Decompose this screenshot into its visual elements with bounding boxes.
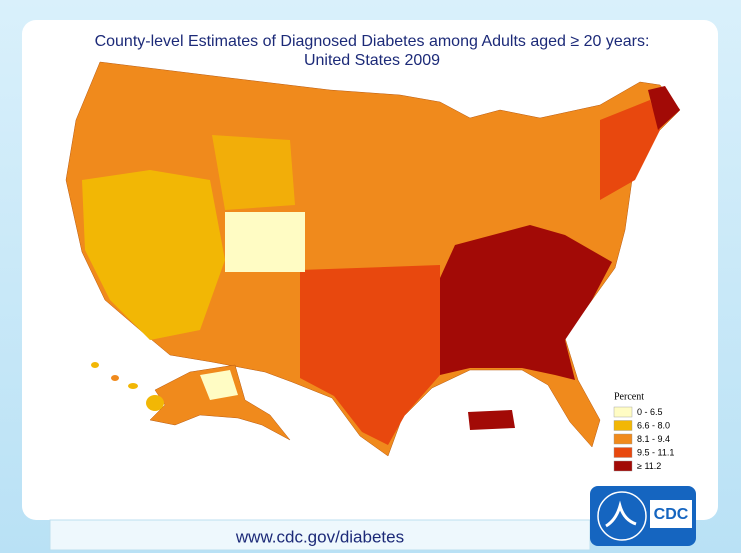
west-region bbox=[82, 170, 225, 340]
map-subtitle: United States 2009 bbox=[304, 52, 440, 69]
logo-emblem bbox=[605, 500, 637, 528]
mountain-region bbox=[225, 212, 305, 272]
map-title: County-level Estimates of Diagnosed Diab… bbox=[95, 33, 650, 50]
puerto-rico bbox=[468, 410, 515, 430]
logo-text: CDC bbox=[654, 506, 689, 523]
alaska bbox=[149, 364, 291, 441]
plains-region bbox=[212, 135, 295, 210]
legend-swatch bbox=[613, 406, 633, 418]
legend-swatch bbox=[613, 460, 633, 472]
footer-bar bbox=[49, 519, 591, 551]
legend-label: 8.1 - 9.4 bbox=[637, 434, 670, 444]
legend-swatch bbox=[613, 447, 633, 458]
legend-label: ≥ 11.2 bbox=[637, 461, 661, 471]
legend-label: 9.5 - 11.1 bbox=[637, 447, 674, 457]
legend: Percent 0 - 6.5 6.6 - 8.0 8.1 - 9.4 9.5 - 1… bbox=[613, 391, 674, 472]
legend-label: 0 - 6.5 bbox=[637, 407, 663, 417]
logo-seal bbox=[597, 491, 647, 541]
map bbox=[65, 61, 681, 457]
hawaii-island bbox=[128, 383, 138, 389]
south-central-region bbox=[300, 265, 440, 445]
legend-swatch bbox=[613, 433, 633, 445]
cdc-logo: CDC bbox=[590, 486, 696, 546]
hawaii-island bbox=[146, 395, 164, 411]
maine-region bbox=[648, 86, 680, 130]
hawaii-island bbox=[91, 362, 99, 368]
logo-box bbox=[650, 500, 692, 528]
legend-label: 6.6 - 8.0 bbox=[637, 420, 670, 430]
footer-url: www.cdc.gov/diabetes bbox=[235, 527, 404, 546]
southeast-region bbox=[430, 225, 612, 380]
legend-swatch bbox=[613, 420, 633, 431]
northeast-region bbox=[600, 100, 660, 200]
legend-title: Percent bbox=[614, 391, 644, 402]
alaska-light bbox=[200, 370, 238, 400]
hawaii-island bbox=[111, 375, 119, 381]
